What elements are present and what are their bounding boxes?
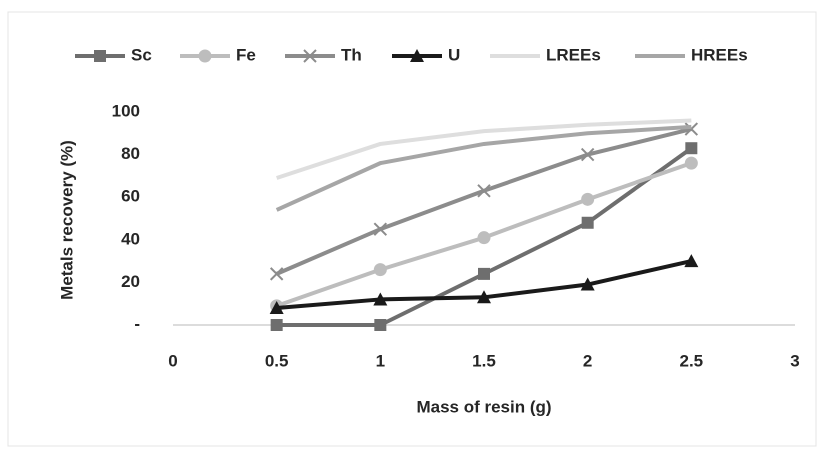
data-point [477, 184, 491, 198]
data-point [269, 300, 284, 314]
series-line [275, 127, 692, 276]
y-tick-label: 100 [112, 101, 140, 120]
legend-marker [303, 49, 317, 63]
data-point [684, 122, 699, 136]
x-tick-label: 2 [583, 351, 592, 370]
data-point [581, 192, 595, 206]
data-point [373, 263, 387, 277]
legend-label: Fe [236, 45, 256, 64]
legend-label: Th [341, 45, 362, 64]
x-tick-label: 0 [168, 351, 177, 370]
series-line [275, 124, 692, 212]
data-point [684, 156, 698, 170]
x-tick-label: 0.5 [265, 351, 289, 370]
data-point [684, 254, 699, 268]
x-tick-label: 1.5 [472, 351, 496, 370]
legend-marker [410, 49, 424, 62]
x-axis-label: Mass of resin (g) [416, 397, 551, 416]
series-line [276, 118, 692, 180]
data-point [477, 231, 491, 245]
data-point [685, 142, 698, 155]
y-tick-label: 20 [121, 272, 140, 291]
x-tick-label: 1 [376, 351, 385, 370]
data-point [373, 292, 388, 306]
data-point [581, 216, 594, 229]
x-tick-label: 3 [790, 351, 799, 370]
legend-label: Sc [131, 45, 152, 64]
y-tick-label: 40 [121, 229, 140, 248]
legend-marker [198, 49, 212, 63]
data-point [269, 267, 284, 281]
y-tick-label: 60 [121, 187, 140, 206]
data-point [374, 319, 387, 331]
data-point [477, 290, 491, 304]
y-axis-label: Metals recovery (%) [57, 140, 76, 300]
data-point [580, 147, 595, 162]
data-point [270, 319, 283, 331]
y-tick-label: 80 [121, 144, 140, 163]
legend-label: LREEs [546, 45, 601, 64]
data-point [373, 222, 388, 236]
data-point [580, 277, 595, 291]
legend-label: U [448, 45, 460, 64]
legend-label: HREEs [691, 45, 748, 64]
x-tick-label: 2.5 [680, 351, 704, 370]
y-tick-label: - [134, 314, 140, 333]
legend-marker [94, 50, 106, 62]
chart-frame [7, 11, 817, 447]
data-point [478, 267, 490, 280]
